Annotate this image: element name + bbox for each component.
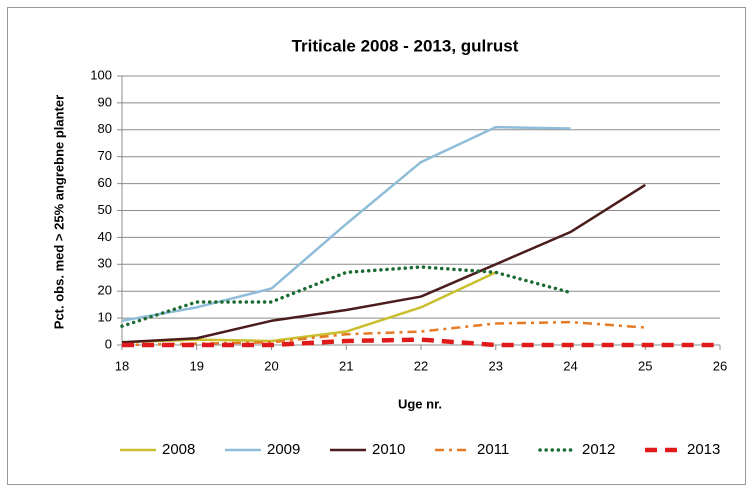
series-line [120, 265, 573, 328]
x-tick-label: 26 [713, 358, 727, 373]
chart-title: Triticale 2008 - 2013, gulrust [292, 36, 519, 55]
x-axis-title: Uge nr. [398, 396, 442, 411]
x-tick-label: 22 [414, 358, 428, 373]
y-tick-label: 50 [98, 202, 112, 217]
legend-label: 2011 [477, 441, 509, 458]
y-tick-label: 20 [98, 283, 112, 298]
legend-label: 2009 [267, 441, 300, 458]
y-tick-label: 0 [105, 336, 112, 351]
x-tick-label: 23 [489, 358, 503, 373]
legend-label: 2010 [372, 441, 405, 458]
y-tick-label: 70 [98, 148, 112, 163]
y-tick-label: 80 [98, 121, 112, 136]
x-tick-label: 24 [563, 358, 577, 373]
legend-label: 2008 [162, 441, 195, 458]
y-tick-label: 100 [90, 67, 112, 82]
y-tick-label: 90 [98, 94, 112, 109]
x-tick-label: 19 [190, 358, 204, 373]
x-tick-label: 18 [115, 358, 129, 373]
y-tick-label: 10 [98, 310, 112, 325]
y-tick-label: 30 [98, 256, 112, 271]
chart-frame [7, 7, 746, 485]
series-line [121, 183, 646, 344]
series-line [121, 125, 571, 323]
y-axis-title: Pct. obs. med > 25% angrebne planter [51, 95, 66, 329]
x-tick-label: 20 [264, 358, 278, 373]
y-tick-label: 60 [98, 175, 112, 190]
x-tick-label: 21 [339, 358, 353, 373]
legend-label: 2012 [582, 441, 615, 458]
y-tick-label: 40 [98, 229, 112, 244]
legend-label: 2013 [687, 441, 720, 458]
x-tick-label: 25 [638, 358, 652, 373]
